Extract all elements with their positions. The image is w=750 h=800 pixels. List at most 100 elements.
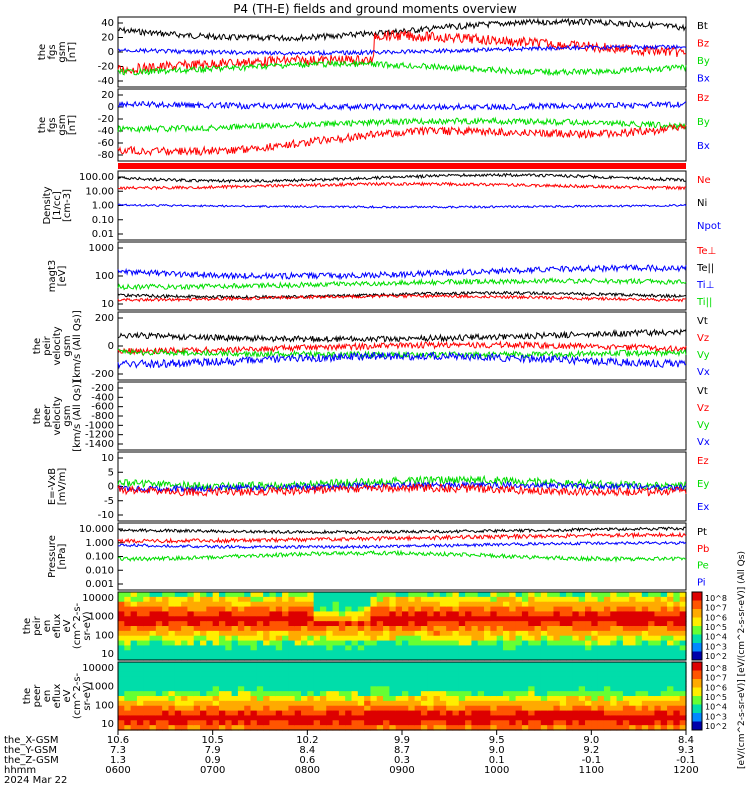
spectro-cell-peir xyxy=(244,621,252,627)
spectro-cell-peir xyxy=(162,601,170,608)
spectro-cell-peer xyxy=(225,676,233,683)
spectro-cell-peer xyxy=(124,715,132,721)
colorbar-tick-peir: 10^4 xyxy=(705,633,727,642)
spectro-cell-peer xyxy=(338,715,346,721)
spectro-cell-peer xyxy=(118,686,125,692)
orbit-value: 8.7 xyxy=(394,745,410,756)
spectro-cell-peir xyxy=(200,592,207,598)
spectro-cell-peir xyxy=(338,621,346,627)
ylabel-efield: [mV/m] xyxy=(57,468,68,506)
spectro-cell-peer xyxy=(345,691,353,697)
spectro-cell-peer xyxy=(136,715,144,721)
orbit-value: 1100 xyxy=(579,765,604,776)
spectro-cell-peir xyxy=(237,630,245,637)
spectro-cell-peir xyxy=(515,640,523,647)
spectro-cell-peir xyxy=(282,606,289,613)
spectro-cell-peir xyxy=(225,621,233,627)
spectro-cell-peer xyxy=(648,671,656,678)
spectro-cell-peir xyxy=(364,635,372,642)
spectro-cell-peer xyxy=(282,715,289,721)
spectro-cell-peer xyxy=(446,720,454,726)
spectro-cell-peir xyxy=(288,606,296,613)
spectro-cell-peer xyxy=(446,662,454,668)
spectro-cell-peir xyxy=(155,630,163,637)
spectro-cell-peir xyxy=(566,596,573,603)
spectro-cell-peer xyxy=(193,662,201,668)
spectro-cell-peer xyxy=(187,696,195,702)
spectro-cell-peir xyxy=(635,655,643,661)
spectro-cell-peer xyxy=(200,686,207,692)
series-Bx-2 xyxy=(117,100,687,112)
spectro-cell-peer xyxy=(585,715,592,721)
spectro-cell-peir xyxy=(597,611,605,617)
spectro-cell-peir xyxy=(269,592,277,598)
spectro-cell-peer xyxy=(629,710,637,717)
spectro-cell-peer xyxy=(502,705,510,712)
spectro-cell-peir xyxy=(212,630,220,637)
orbit-value: 0.3 xyxy=(394,755,410,766)
spectro-cell-peer xyxy=(534,710,542,717)
spectro-cell-peir xyxy=(635,630,643,637)
spectro-cell-peir xyxy=(187,616,195,622)
legend-density: Npot xyxy=(697,221,721,232)
spectro-cell-peer xyxy=(288,686,296,692)
spectro-cell-peir xyxy=(332,606,340,613)
spectro-cell-peir xyxy=(502,616,510,622)
spectro-cell-peer xyxy=(275,705,283,712)
spectro-cell-peer xyxy=(427,705,435,712)
spectro-cell-peir xyxy=(603,640,611,647)
spectro-cell-peer xyxy=(521,715,529,721)
spectro-cell-peir xyxy=(603,655,611,661)
spectro-cell-peer xyxy=(313,676,321,683)
spectro-cell-peir xyxy=(427,630,435,637)
ylabel-density: Density xyxy=(42,186,53,224)
spectro-cell-peer xyxy=(364,696,372,702)
spectro-cell-peir xyxy=(446,616,454,622)
spectro-cell-peer xyxy=(338,700,346,707)
spectro-cell-peir xyxy=(654,592,662,598)
spectro-cell-peir xyxy=(155,592,163,598)
legend-efield: Ey xyxy=(697,479,709,490)
spectro-cell-peer xyxy=(471,676,479,683)
spectro-cell-peir xyxy=(654,626,662,632)
spectro-cell-peer xyxy=(155,676,163,683)
spectro-cell-peir xyxy=(313,621,321,627)
spectro-cell-peer xyxy=(275,662,283,668)
spectro-cell-peer xyxy=(496,700,504,707)
spectro-cell-peir xyxy=(458,635,466,642)
spectro-cell-peir xyxy=(162,640,170,647)
orbit-value: 1000 xyxy=(484,765,509,776)
legend-fgs-gsm-dsl: Bx xyxy=(697,141,710,152)
spectro-cell-peir xyxy=(370,655,378,661)
spectro-cell-peer xyxy=(559,671,567,678)
spectro-cell-peer xyxy=(667,691,674,697)
spectro-cell-peir xyxy=(585,601,592,608)
spectro-cell-peir xyxy=(458,650,466,656)
spectro-cell-peir xyxy=(118,606,125,613)
colorbar-tick-peir: 10^5 xyxy=(705,623,727,632)
spectro-cell-peer xyxy=(231,705,239,712)
spectro-cell-peer xyxy=(471,710,479,717)
spectro-cell-peer xyxy=(383,715,390,721)
spectro-cell-peir xyxy=(452,645,460,651)
spectro-cell-peir xyxy=(629,601,637,608)
spectro-cell-peir xyxy=(559,621,567,627)
spectro-cell-peir xyxy=(566,592,573,598)
spectro-cell-peir xyxy=(155,596,163,603)
spectro-cell-peir xyxy=(679,635,687,642)
spectro-cell-peer xyxy=(338,666,346,673)
spectro-cell-peer xyxy=(502,691,510,697)
spectro-cell-peir xyxy=(566,650,573,656)
orbit-value: 9.3 xyxy=(678,745,694,756)
spectro-cell-peer xyxy=(130,725,138,731)
spectro-cell-peir xyxy=(433,626,441,632)
spectro-cell-peer xyxy=(181,691,189,697)
spectro-cell-peir xyxy=(231,596,239,603)
spectro-cell-peer xyxy=(553,676,561,683)
spectro-cell-peir xyxy=(667,621,674,627)
spectro-cell-peir xyxy=(528,611,536,617)
spectro-cell-peer xyxy=(521,686,529,692)
spectro-cell-peir xyxy=(433,621,441,627)
spectro-cell-peir xyxy=(465,626,473,632)
spectro-cell-peer xyxy=(256,710,264,717)
